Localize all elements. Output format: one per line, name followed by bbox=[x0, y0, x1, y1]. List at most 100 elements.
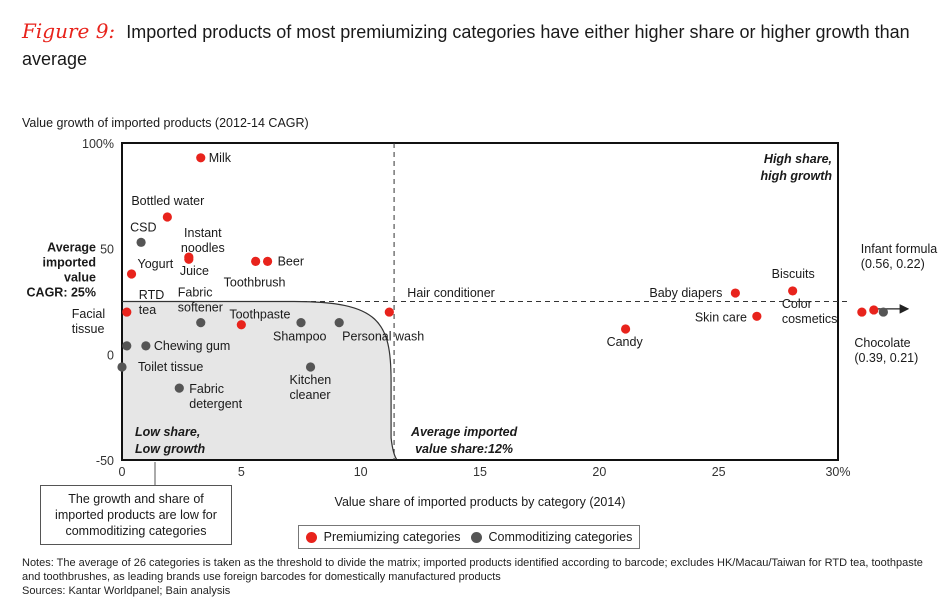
point-label: Toothpaste bbox=[229, 308, 290, 322]
point-label: RTD bbox=[139, 288, 164, 302]
notes-text: Notes: The average of 26 categories is t… bbox=[22, 557, 923, 583]
point-label: CSD bbox=[130, 220, 156, 234]
point-label: Baby diapers bbox=[649, 286, 722, 300]
point-beer bbox=[262, 256, 273, 266]
x-axis-label: Value share of imported products by cate… bbox=[335, 495, 626, 509]
point-infant-formula bbox=[869, 305, 879, 315]
point-facial-tissue bbox=[122, 341, 132, 351]
figure-label: Figure 9: bbox=[22, 19, 116, 43]
point-rtd-tea bbox=[122, 307, 132, 317]
point-label: Chocolate bbox=[854, 336, 910, 350]
callout-text: The growth and share of imported product… bbox=[55, 492, 217, 538]
point-skin-care bbox=[752, 311, 762, 321]
figure-title: Figure 9: Imported products of most prem… bbox=[22, 18, 937, 73]
point-color-cosmetics bbox=[857, 307, 867, 317]
point-label: Fabric bbox=[178, 286, 213, 300]
legend-commodity-label: Commoditizing categories bbox=[488, 530, 633, 544]
notes: Notes: The average of 26 categories is t… bbox=[22, 556, 937, 598]
legend-premium-dot bbox=[305, 531, 317, 543]
point-csd bbox=[136, 237, 146, 247]
legend-commodity-dot bbox=[470, 531, 482, 543]
point-label: Chewing gum bbox=[154, 339, 230, 353]
x-tick-label: 0 bbox=[119, 465, 126, 479]
x-tick-label: 20 bbox=[592, 465, 606, 479]
quadrant-label-low: Low share, bbox=[135, 425, 200, 439]
point-label: Instant bbox=[184, 226, 222, 240]
point-juice bbox=[184, 254, 194, 264]
y-tick-label: -50 bbox=[96, 454, 114, 468]
growth-threshold-label: CAGR: 25% bbox=[27, 286, 96, 300]
point-shampoo bbox=[296, 318, 306, 328]
y-tick-label: 100% bbox=[82, 137, 114, 151]
x-tick-label: 30% bbox=[825, 465, 850, 479]
point-label: Shampoo bbox=[273, 330, 327, 344]
point-hair-conditioner bbox=[384, 307, 394, 317]
axis-ticks: 0 5 10 15 20 25 30% 100% 50 0 -50 bbox=[82, 137, 851, 479]
point-label: softener bbox=[178, 301, 223, 315]
point-label: Skin care bbox=[695, 310, 747, 324]
point-label: tea bbox=[139, 303, 156, 317]
point-label: Personal wash bbox=[342, 330, 424, 344]
legend: Premiumizing categories Commoditizing ca… bbox=[298, 525, 640, 549]
point-label: Fabric bbox=[189, 382, 224, 396]
y-tick-label: 0 bbox=[107, 348, 114, 362]
growth-threshold-label: Average bbox=[47, 241, 96, 255]
point-kitchen-cleaner bbox=[305, 362, 316, 372]
point-label: Bottled water bbox=[131, 194, 204, 208]
chart-annotations: High share, high growth Low share, Low grow… bbox=[27, 152, 910, 486]
point-label: Kitchen bbox=[290, 373, 332, 387]
point-label: (0.39, 0.21) bbox=[854, 351, 918, 365]
point-milk bbox=[196, 153, 206, 163]
point-toothpaste bbox=[236, 320, 246, 330]
point-chewing-gum bbox=[141, 341, 151, 351]
point-candy bbox=[620, 324, 631, 334]
point-label: cosmetics bbox=[782, 312, 838, 326]
point-label: (0.56, 0.22) bbox=[861, 257, 925, 271]
x-tick-label: 25 bbox=[712, 465, 726, 479]
x-tick-label: 5 bbox=[238, 465, 245, 479]
point-label: cleaner bbox=[290, 388, 331, 402]
y-axis-label: Value growth of imported products (2012-… bbox=[22, 116, 309, 130]
point-label: Infant formula bbox=[861, 242, 937, 256]
point-baby-diapers bbox=[730, 288, 740, 298]
point-toilet-tissue bbox=[117, 362, 127, 372]
share-threshold-label: Average imported bbox=[410, 425, 518, 439]
point-label: detergent bbox=[189, 397, 242, 411]
callout-box: The growth and share of imported product… bbox=[40, 485, 232, 545]
point-toothbrush bbox=[251, 256, 261, 266]
point-fabric-softener bbox=[196, 318, 206, 328]
point-label: noodles bbox=[181, 241, 225, 255]
point-chocolate bbox=[878, 307, 888, 317]
sources-text: Sources: Kantar Worldpanel; Bain analysi… bbox=[22, 585, 231, 597]
legend-premium-label: Premiumizing categories bbox=[323, 530, 461, 544]
point-label: Toothbrush bbox=[224, 275, 286, 289]
growth-threshold-label: imported bbox=[43, 256, 96, 270]
x-tick-label: 15 bbox=[473, 465, 487, 479]
point-label: Beer bbox=[278, 254, 304, 268]
point-personal-wash bbox=[334, 318, 344, 328]
point-label: Hair conditioner bbox=[407, 286, 495, 300]
point-label: Juice bbox=[180, 264, 209, 278]
growth-threshold-label: value bbox=[64, 271, 96, 285]
point-yogurt bbox=[126, 269, 137, 279]
point-label: Milk bbox=[209, 151, 232, 165]
point-label: Candy bbox=[607, 335, 644, 349]
point-label: Toilet tissue bbox=[138, 360, 203, 374]
point-label: Yogurt bbox=[138, 257, 174, 271]
point-bottled-water bbox=[162, 212, 172, 222]
point-label: Color bbox=[782, 297, 812, 311]
figure-title-text: Imported products of most premiumizing c… bbox=[22, 22, 910, 69]
quadrant-label-high: High share, bbox=[764, 152, 832, 166]
x-tick-label: 10 bbox=[354, 465, 368, 479]
y-tick-label: 50 bbox=[100, 243, 114, 257]
point-biscuits bbox=[788, 286, 798, 296]
share-threshold-label: value share:12% bbox=[415, 442, 513, 456]
point-label: tissue bbox=[72, 322, 105, 336]
point-fabric-detergent bbox=[174, 383, 184, 393]
point-label: Biscuits bbox=[772, 267, 815, 281]
low-share-low-growth-region bbox=[121, 300, 399, 461]
point-label: Facial bbox=[72, 307, 105, 321]
quadrant-label-low: Low growth bbox=[135, 442, 205, 456]
